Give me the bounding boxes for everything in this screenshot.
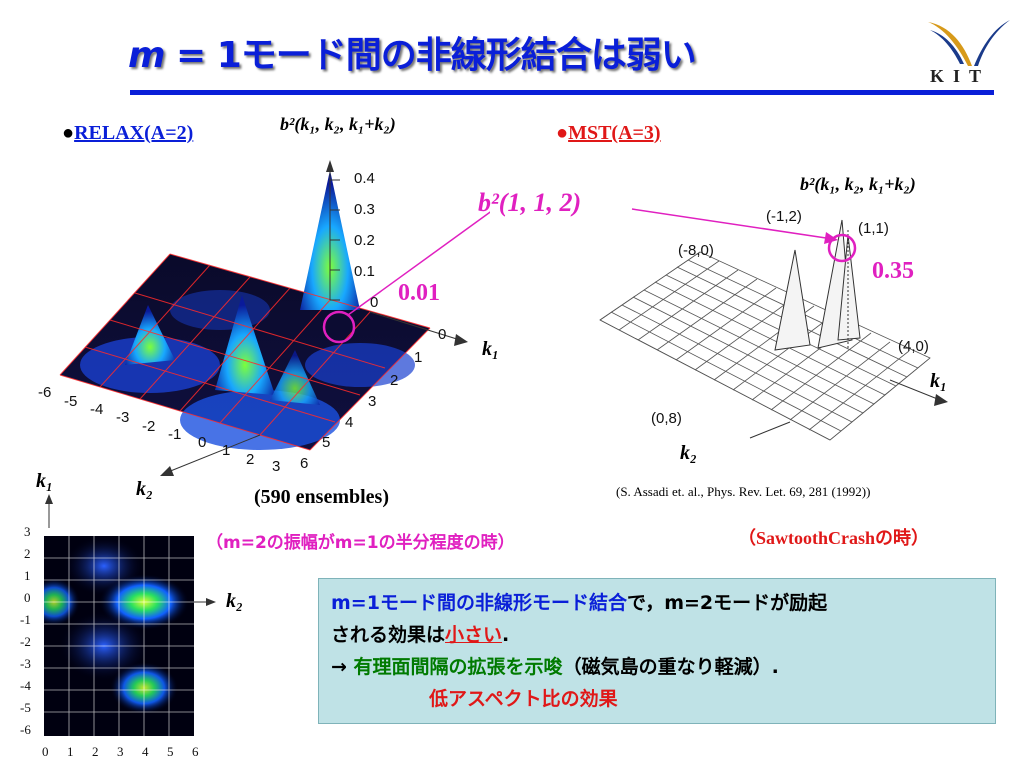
ytick: -3 [20,656,31,671]
ytick: -1 [20,612,31,627]
sawtooth-note: （SawtoothCrashの時） [738,528,930,548]
k2-tick: 3 [272,458,281,475]
k2-tick: -3 [116,409,130,426]
relax-zlabel: b²(k₁, k₂, k₁+k₂) [280,114,396,134]
ytick: 3 [24,524,31,539]
xtick: 4 [142,744,149,759]
xtick: 3 [117,744,124,759]
ztick: 0.1 [354,263,375,280]
k1-tick: 4 [345,414,354,431]
ztick: 0.3 [354,201,375,218]
ytick: 0 [24,590,31,605]
xtick: 2 [92,744,99,759]
summary-line-4: 低アスペクト比の効果 [429,688,618,710]
relax-3d-surface-plot [59,160,490,476]
k1-tick: 5 [322,434,331,451]
ytick: -2 [20,634,31,649]
relax-heading: ●RELAX(A=2) [62,122,194,144]
k1-tick: 6 [300,455,309,472]
mst-point-4-0: (4,0) [898,338,929,355]
k2-tick: 0 [198,434,207,451]
relax-k1-label: k₁ [482,338,499,360]
mst-point-m1-2: (-1,2) [766,208,802,225]
k2-tick: 2 [246,451,255,468]
citation: (S. Assadi et. al., Phys. Rev. Let. 69, … [616,484,871,499]
heatmap-k1-label: k₁ [36,470,53,492]
ztick: 0.2 [354,232,375,249]
k2-tick: -4 [90,401,104,418]
kit-logo-icon [928,20,1010,66]
xtick: 6 [192,744,199,759]
heatmap-k2-label: k₂ [226,590,243,612]
k2-tick: -5 [64,393,78,410]
mst-3d-mesh-plot [599,219,948,441]
mst-heading: ●MST(A=3) [556,122,661,144]
heatmap-note: （m=2の振幅がm=1の半分程度の時） [206,533,515,553]
k2-tick: 1 [222,442,231,459]
ytick: 1 [24,568,31,583]
k2-tick: -1 [168,426,182,443]
kit-logo-text: KIT [930,66,991,86]
xtick: 1 [67,744,74,759]
summary-line-2: される効果は小さい. [331,624,510,646]
ytick: -4 [20,678,31,693]
mst-k1-label: k₁ [930,370,947,392]
callout-arrow [631,208,838,244]
summary-line-1: m=1モード間の非線形モード結合で，m=2モードが励起 [331,592,828,614]
ytick: 2 [24,546,31,561]
mst-point-m8-0: (-8,0) [678,242,714,259]
mst-point-0-8: (0,8) [651,410,682,427]
title-underline [130,90,994,95]
ensembles-label: (590 ensembles) [254,486,389,508]
relax-value: 0.01 [398,280,440,306]
ztick: 0.4 [354,170,375,187]
ytick: -6 [20,722,31,737]
heatmap-k1-arrow [45,494,53,528]
k2-tick: -2 [142,418,156,435]
ytick: -5 [20,700,31,715]
heatmap [44,536,216,736]
xtick: 0 [42,744,49,759]
xtick: 5 [167,744,174,759]
k1-tick: 0 [438,326,447,343]
k1-tick: 3 [368,393,377,410]
summary-line-3: → 有理面間隔の拡張を示唆（磁気島の重なり軽減）. [331,656,779,678]
mst-point-1-1: (1,1) [858,220,889,237]
mst-k2-label: k₂ [680,442,697,464]
relax-k2-label: k₂ [136,478,153,500]
k1-tick: 2 [390,372,399,389]
k2-tick: -6 [38,384,52,401]
k1-tick: 1 [414,349,423,366]
mst-zlabel: b²(k₁, k₂, k₁+k₂) [800,174,916,194]
page-title: m = 1モード間の非線形結合は弱い [128,35,697,76]
ztick: 0 [370,294,379,311]
mst-value: 0.35 [872,258,914,284]
summary-box: m=1モード間の非線形モード結合で，m=2モードが励起 される効果は小さい. →… [318,578,996,724]
b2-callout-label: b²(1, 1, 2) [478,188,582,217]
